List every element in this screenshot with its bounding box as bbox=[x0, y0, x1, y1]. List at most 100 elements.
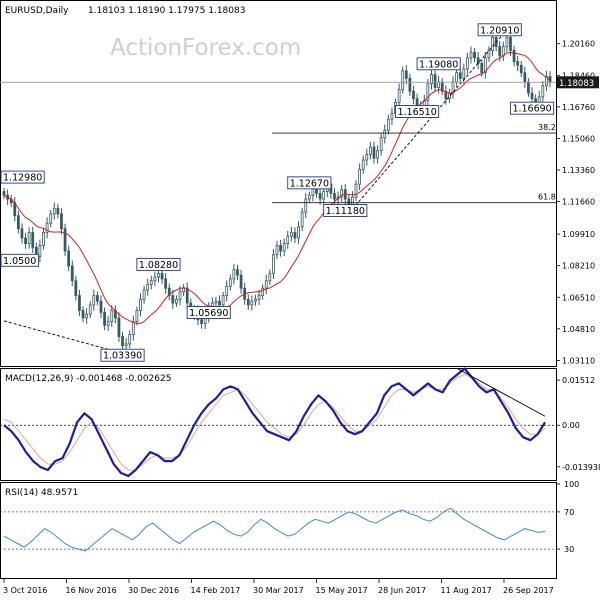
candle-body bbox=[142, 289, 146, 300]
macd-title: MACD(12,26,9) -0.001468 -0.002625 bbox=[5, 374, 171, 384]
candle-body bbox=[178, 291, 182, 300]
candle-body bbox=[171, 295, 175, 304]
candle-body bbox=[376, 150, 379, 159]
candle-body bbox=[218, 300, 221, 306]
candle-body bbox=[426, 83, 430, 101]
axis-layer: 1.20160 1.18460 1.16760 1.15060 1.13360 1.116… bbox=[3, 40, 600, 595]
candle-body bbox=[239, 274, 243, 289]
candle-body bbox=[74, 280, 78, 296]
price-annotation-label: 1.20910 bbox=[480, 25, 519, 36]
last-price-tag-label: 1.18083 bbox=[559, 79, 594, 89]
price-annotation: 1.12670 bbox=[287, 176, 332, 189]
candle-body bbox=[347, 198, 351, 205]
price-y-tick-label: 1.03110 bbox=[562, 356, 595, 365]
price-annotation-box bbox=[136, 257, 181, 271]
price-annotation-box bbox=[323, 204, 368, 217]
candle-body bbox=[88, 304, 92, 315]
x-tick-label: 28 Jun 2017 bbox=[378, 586, 426, 595]
candle-body bbox=[149, 280, 153, 285]
candle-body bbox=[527, 81, 530, 94]
candle-body bbox=[462, 68, 466, 79]
candle-body bbox=[254, 298, 257, 302]
candle-body bbox=[96, 295, 99, 302]
price-y-tick-label: 1.06510 bbox=[562, 293, 595, 302]
candle-body bbox=[106, 321, 110, 326]
candle-body bbox=[505, 37, 509, 48]
candle-body bbox=[257, 295, 261, 300]
candle-body bbox=[545, 76, 548, 87]
candle-body bbox=[354, 183, 358, 198]
candle-body bbox=[200, 319, 203, 324]
candle-body bbox=[236, 269, 239, 276]
macd-line bbox=[3, 367, 546, 478]
candle-body bbox=[16, 215, 20, 230]
candle-body bbox=[60, 213, 63, 230]
candle-body bbox=[78, 295, 81, 311]
candle-body bbox=[340, 189, 344, 198]
macd-y-tick-label: 0.01512 bbox=[562, 376, 595, 385]
candle-body bbox=[85, 313, 88, 319]
candle-body bbox=[286, 235, 290, 244]
price-annotation-box bbox=[100, 348, 145, 362]
candle-body bbox=[99, 300, 103, 313]
x-tick-label: 3 Oct 2016 bbox=[3, 586, 47, 595]
candle-body bbox=[437, 81, 441, 88]
price-annotation: 1.19080 bbox=[416, 57, 461, 71]
chart-ohlc: 1.18103 1.18190 1.17975 1.18083 bbox=[88, 6, 245, 16]
price-annotation-box bbox=[509, 101, 555, 115]
candle-body bbox=[121, 336, 124, 347]
candle-body bbox=[67, 250, 71, 267]
fib-level-label: 38.2 bbox=[538, 123, 556, 132]
macd-y-tick-label: -0.013938 bbox=[562, 463, 600, 472]
candle-body bbox=[221, 295, 225, 306]
x-tick-label: 11 Aug 2017 bbox=[441, 586, 492, 595]
candle-body bbox=[272, 254, 275, 274]
price-annotation: 1.16690 bbox=[509, 101, 555, 115]
candle-body bbox=[117, 317, 121, 337]
price-y-tick-label: 1.16760 bbox=[562, 103, 595, 112]
price-annotation-box bbox=[416, 57, 461, 71]
candle-body bbox=[404, 70, 408, 79]
candle-body bbox=[300, 211, 304, 228]
candle-body bbox=[250, 300, 254, 306]
price-annotation: 1.05690 bbox=[186, 306, 231, 319]
candle-body bbox=[124, 343, 128, 347]
candle-body bbox=[185, 287, 189, 304]
candle-body bbox=[541, 85, 545, 98]
candle-body bbox=[383, 129, 387, 139]
price-y-tick-label: 1.13360 bbox=[562, 166, 595, 175]
rsi-panel-frame bbox=[0, 482, 557, 579]
candle-body bbox=[45, 222, 49, 233]
candle-body bbox=[491, 37, 494, 51]
x-tick-label: 14 Feb 2017 bbox=[191, 586, 241, 595]
price-annotation-box bbox=[186, 306, 231, 319]
candle-body bbox=[318, 193, 322, 200]
candle-body bbox=[372, 146, 376, 159]
candle-body bbox=[275, 245, 279, 256]
macd-layer bbox=[0, 367, 556, 478]
candle-body bbox=[516, 61, 520, 66]
candle-body bbox=[465, 57, 469, 70]
macd-trendline bbox=[457, 368, 546, 417]
candle-body bbox=[480, 63, 484, 74]
candle-body bbox=[433, 74, 437, 88]
candle-body bbox=[164, 278, 168, 289]
price-annotation-label: 1.08280 bbox=[139, 260, 178, 271]
fib-level-label: 61.8 bbox=[538, 193, 556, 202]
candle-body bbox=[268, 272, 272, 282]
candle-body bbox=[397, 89, 401, 103]
candle-body bbox=[369, 146, 372, 155]
candle-body bbox=[49, 213, 53, 224]
candle-body bbox=[153, 276, 157, 282]
price-annotation: 1.16510 bbox=[395, 105, 440, 118]
candle-body bbox=[225, 285, 229, 296]
candle-body bbox=[548, 76, 552, 83]
price-annotation-label: 1.05690 bbox=[189, 308, 228, 319]
candle-body bbox=[81, 310, 85, 319]
macd-signal-line bbox=[3, 373, 546, 471]
candle-body bbox=[289, 232, 293, 237]
candle-body bbox=[232, 269, 236, 280]
candle-body bbox=[103, 311, 106, 326]
candle-body bbox=[110, 310, 114, 323]
